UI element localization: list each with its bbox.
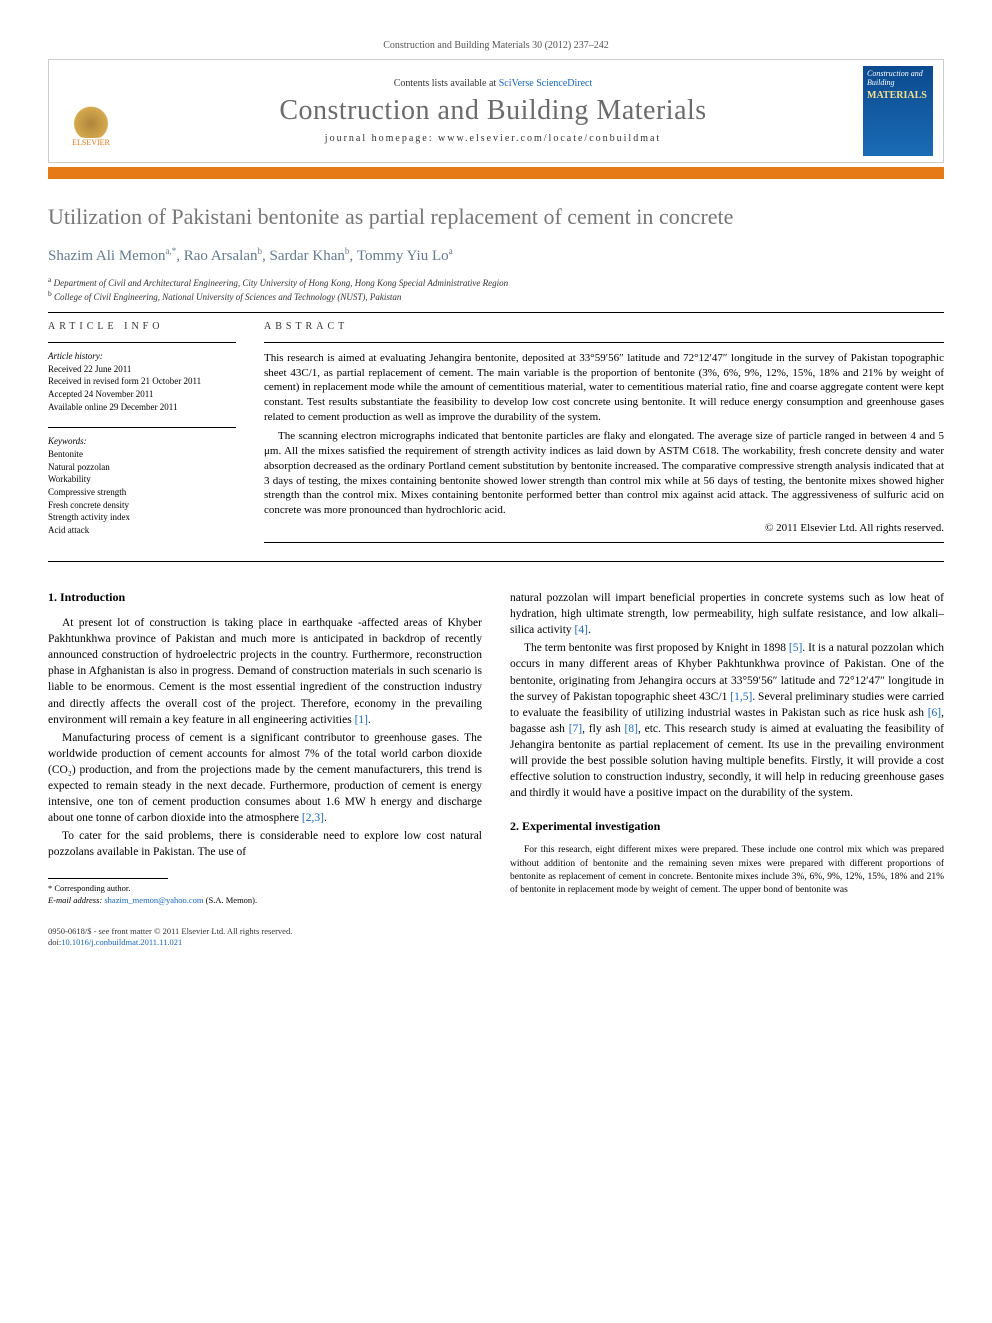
doi-line: doi:10.1016/j.conbuildmat.2011.11.021 [48, 937, 482, 948]
divider [48, 342, 236, 343]
keyword: Natural pozzolan [48, 461, 236, 474]
ref-link[interactable]: [7] [569, 723, 582, 735]
contents-line: Contents lists available at SciVerse Sci… [135, 78, 851, 89]
ref-link[interactable]: [8] [625, 723, 638, 735]
abstract-p1: This research is aimed at evaluating Jeh… [264, 351, 944, 425]
affiliation-b: b College of Civil Engineering, National… [48, 289, 944, 304]
keyword: Bentonite [48, 448, 236, 461]
elsevier-tree-icon [67, 90, 115, 138]
cover-line2: MATERIALS [867, 90, 929, 101]
publisher-label: ELSEVIER [72, 138, 110, 147]
journal-homepage: journal homepage: www.elsevier.com/locat… [135, 133, 851, 144]
contents-text: Contents lists available at [394, 78, 499, 89]
body-paragraph: natural pozzolan will impart beneficial … [510, 590, 944, 638]
author-1: Shazim Ali Memona,* [48, 248, 176, 264]
ref-link[interactable]: [2,3] [302, 812, 324, 824]
keyword: Workability [48, 473, 236, 486]
ref-link[interactable]: [6] [928, 707, 941, 719]
corresponding-author-note: * Corresponding author. [48, 883, 482, 894]
author-list: Shazim Ali Memona,*, Rao Arsalanb, Sarda… [48, 246, 944, 265]
history-line: Accepted 24 November 2011 [48, 388, 236, 401]
orange-divider-bar [48, 167, 944, 179]
body-paragraph: The term bentonite was first proposed by… [510, 640, 944, 801]
abstract-copyright: © 2011 Elsevier Ltd. All rights reserved… [264, 522, 944, 534]
author-3: Sardar Khanb [269, 248, 349, 264]
abstract-header: ABSTRACT [264, 321, 944, 332]
cover-line1: Construction and Building [867, 70, 929, 88]
divider [48, 427, 236, 428]
divider [264, 542, 944, 543]
ref-link[interactable]: [4] [575, 624, 588, 636]
body-two-column: 1. Introduction At present lot of constr… [48, 590, 944, 948]
column-right: natural pozzolan will impart beneficial … [510, 590, 944, 948]
abstract-p2: The scanning electron micrographs indica… [264, 429, 944, 518]
top-citation: Construction and Building Materials 30 (… [48, 40, 944, 51]
journal-header: ELSEVIER Contents lists available at Sci… [48, 59, 944, 163]
doi-link[interactable]: 10.1016/j.conbuildmat.2011.11.021 [61, 937, 182, 947]
body-paragraph: At present lot of construction is taking… [48, 615, 482, 728]
section-2-heading: 2. Experimental investigation [510, 819, 944, 834]
ref-link[interactable]: [5] [789, 642, 802, 654]
section-1-heading: 1. Introduction [48, 590, 482, 605]
history-line: Received 22 June 2011 [48, 363, 236, 376]
ref-link[interactable]: [1,5] [730, 691, 752, 703]
abstract-block: ABSTRACT This research is aimed at evalu… [264, 321, 944, 551]
divider [48, 561, 944, 562]
keyword: Fresh concrete density [48, 499, 236, 512]
footnote-separator [48, 878, 168, 879]
history-head: Article history: [48, 351, 236, 361]
issn-line: 0950-0618/$ - see front matter © 2011 El… [48, 926, 482, 937]
journal-name: Construction and Building Materials [135, 95, 851, 127]
email-link[interactable]: shazim_memon@yahoo.com [104, 895, 203, 905]
history-line: Received in revised form 21 October 2011 [48, 375, 236, 388]
body-paragraph: Manufacturing process of cement is a sig… [48, 730, 482, 827]
history-line: Available online 29 December 2011 [48, 401, 236, 414]
author-4: Tommy Yiu Loa [357, 248, 453, 264]
sciencedirect-link[interactable]: SciVerse ScienceDirect [499, 78, 593, 89]
divider [264, 342, 944, 343]
article-info-block: ARTICLE INFO Article history: Received 2… [48, 321, 236, 551]
affiliation-a: a Department of Civil and Architectural … [48, 275, 944, 290]
keywords-head: Keywords: [48, 436, 236, 446]
divider [48, 312, 944, 313]
journal-cover-thumbnail: Construction and Building MATERIALS [863, 66, 933, 156]
body-paragraph: To cater for the said problems, there is… [48, 828, 482, 860]
ref-link[interactable]: [1] [355, 714, 368, 726]
article-title: Utilization of Pakistani bentonite as pa… [48, 203, 944, 232]
column-left: 1. Introduction At present lot of constr… [48, 590, 482, 948]
author-2: Rao Arsalanb [184, 248, 262, 264]
article-info-header: ARTICLE INFO [48, 321, 236, 332]
elsevier-logo: ELSEVIER [59, 75, 123, 147]
body-paragraph: For this research, eight different mixes… [510, 844, 944, 897]
keyword: Strength activity index [48, 511, 236, 524]
affiliations: a Department of Civil and Architectural … [48, 275, 944, 304]
keyword: Compressive strength [48, 486, 236, 499]
email-note: E-mail address: shazim_memon@yahoo.com (… [48, 895, 482, 906]
keyword: Acid attack [48, 524, 236, 537]
